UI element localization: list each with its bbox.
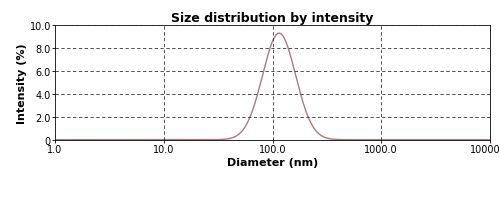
Record 37:37: [276, 33, 282, 35]
Record 37:37: [487, 139, 493, 141]
X-axis label: Diameter (nm): Diameter (nm): [227, 157, 318, 167]
Record 37:37: [102, 139, 107, 141]
Title: Size distribution by intensity: Size distribution by intensity: [172, 12, 374, 25]
Line: Record 37:37: Record 37:37: [55, 34, 490, 140]
Record 37:37: [52, 139, 58, 141]
Record 37:37: [238, 132, 244, 134]
Record 37:37: [128, 139, 134, 141]
Record 37:37: [432, 139, 438, 141]
Y-axis label: Intensity (%): Intensity (%): [16, 43, 26, 123]
Record 37:37: [219, 139, 225, 141]
Record 37:37: [478, 139, 484, 141]
